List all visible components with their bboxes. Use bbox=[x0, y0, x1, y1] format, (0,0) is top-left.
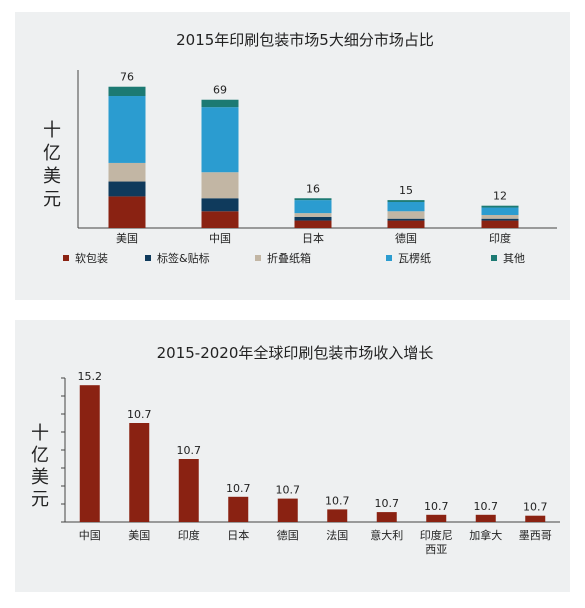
x-tick-label: 意大利 bbox=[370, 528, 403, 542]
legend-label: 折叠纸箱 bbox=[267, 251, 311, 265]
bar-segment bbox=[481, 205, 519, 208]
legend-label: 标签&贴标 bbox=[157, 251, 210, 265]
data-label: 10.7 bbox=[474, 500, 499, 513]
bar-segment bbox=[294, 200, 332, 214]
data-label: 15 bbox=[399, 184, 413, 197]
bar bbox=[79, 385, 100, 522]
x-tick-label: 印度尼西亚 bbox=[420, 528, 453, 556]
chart-panel-growth: 2015-2020年全球印刷包装市场收入增长 十亿美元 15.2 中国 10.7 美国… bbox=[15, 320, 570, 592]
x-tick-label: 日本 bbox=[302, 231, 324, 245]
y-axis-ticks bbox=[61, 377, 65, 523]
bar bbox=[277, 498, 298, 522]
data-label: 15.2 bbox=[78, 370, 103, 383]
x-tick-label: 美国 bbox=[116, 232, 138, 245]
data-label: 10.7 bbox=[375, 497, 400, 510]
legend-swatch bbox=[145, 255, 151, 261]
bar-segment bbox=[108, 162, 146, 182]
bar bbox=[525, 515, 546, 522]
bar-segment bbox=[108, 86, 146, 97]
bar bbox=[426, 514, 447, 522]
y-axis-label-char: 元 bbox=[31, 489, 49, 510]
bar-segment bbox=[387, 201, 425, 212]
bar-segment bbox=[201, 99, 239, 108]
bar bbox=[475, 514, 496, 522]
data-label: 10.7 bbox=[177, 444, 202, 457]
bars: 15.2 中国 10.7 美国 10.7 印度 10.7 日本 10.7 德国 10.7 法国 10.7… bbox=[78, 370, 552, 556]
data-label: 10.7 bbox=[226, 482, 251, 495]
legend-label: 其他 bbox=[503, 252, 525, 265]
legend-swatch bbox=[63, 255, 69, 261]
data-label: 16 bbox=[306, 182, 320, 195]
legend-swatch bbox=[386, 255, 392, 261]
x-tick-label: 法国 bbox=[326, 528, 348, 542]
legend: 软包装 标签&贴标 折叠纸箱 瓦楞纸 其他 bbox=[63, 251, 525, 265]
y-axis-label-char: 亿 bbox=[43, 143, 61, 164]
x-tick-label: 加拿大 bbox=[469, 528, 502, 542]
bar-segment bbox=[201, 211, 239, 228]
data-label: 69 bbox=[213, 84, 227, 97]
legend-label: 软包装 bbox=[75, 251, 108, 265]
bar bbox=[327, 509, 348, 522]
chart-title: 2015-2020年全球印刷包装市场收入增长 bbox=[157, 344, 434, 362]
y-axis-label-char: 美 bbox=[31, 467, 49, 488]
x-tick-label: 日本 bbox=[227, 528, 249, 542]
bars: 76 美国 69 中国 16 日本 15 德国 12 印度 bbox=[108, 71, 519, 245]
bar-segment bbox=[481, 218, 519, 221]
chart-panel-segments: 2015年印刷包装市场5大细分市场占比 十亿美元 76 美国 69 中国 16 日本 15 德… bbox=[15, 12, 570, 300]
bar bbox=[129, 423, 150, 522]
bar-segment bbox=[294, 198, 332, 201]
bar-segment bbox=[201, 198, 239, 212]
bar bbox=[228, 496, 249, 522]
bar-segment bbox=[201, 172, 239, 199]
x-tick-label: 中国 bbox=[209, 232, 231, 245]
bar-segment bbox=[481, 207, 519, 215]
y-axis-label-char: 亿 bbox=[31, 445, 49, 466]
bar-segment bbox=[108, 196, 146, 228]
bar-segment bbox=[294, 220, 332, 228]
chart-title: 2015年印刷包装市场5大细分市场占比 bbox=[176, 31, 434, 49]
bar-segment bbox=[294, 213, 332, 217]
x-tick-label: 德国 bbox=[395, 231, 417, 245]
data-label: 10.7 bbox=[325, 494, 350, 507]
y-axis-label-char: 十 bbox=[43, 120, 61, 141]
bar-segment bbox=[387, 218, 425, 221]
data-label: 10.7 bbox=[424, 500, 449, 513]
legend-swatch bbox=[491, 255, 497, 261]
data-label: 10.7 bbox=[127, 408, 152, 421]
y-axis-label-char: 美 bbox=[43, 166, 61, 187]
bar-segment bbox=[108, 181, 146, 197]
data-label: 10.7 bbox=[523, 501, 548, 514]
data-label: 12 bbox=[493, 190, 507, 203]
bar-segment bbox=[294, 216, 332, 221]
bar-segment bbox=[108, 96, 146, 163]
legend-label: 瓦楞纸 bbox=[398, 251, 431, 265]
bar bbox=[376, 512, 397, 522]
bar-segment bbox=[387, 200, 425, 202]
bar-segment bbox=[201, 107, 239, 173]
x-tick-label: 德国 bbox=[277, 528, 299, 542]
y-axis-label-char: 元 bbox=[43, 189, 61, 210]
bar-segment bbox=[481, 214, 519, 219]
legend-swatch bbox=[255, 255, 261, 261]
y-axis-label-char: 十 bbox=[31, 423, 49, 444]
data-label: 76 bbox=[120, 71, 134, 84]
x-tick-label: 美国 bbox=[128, 529, 150, 542]
data-label: 10.7 bbox=[276, 484, 301, 497]
bar bbox=[178, 459, 199, 522]
bar-segment bbox=[387, 211, 425, 219]
x-tick-label: 印度 bbox=[489, 231, 511, 245]
x-tick-label: 中国 bbox=[79, 529, 101, 542]
bar-segment bbox=[481, 220, 519, 228]
x-tick-label: 墨西哥 bbox=[519, 529, 552, 542]
bar-segment bbox=[387, 220, 425, 228]
x-tick-label: 印度 bbox=[178, 528, 200, 542]
